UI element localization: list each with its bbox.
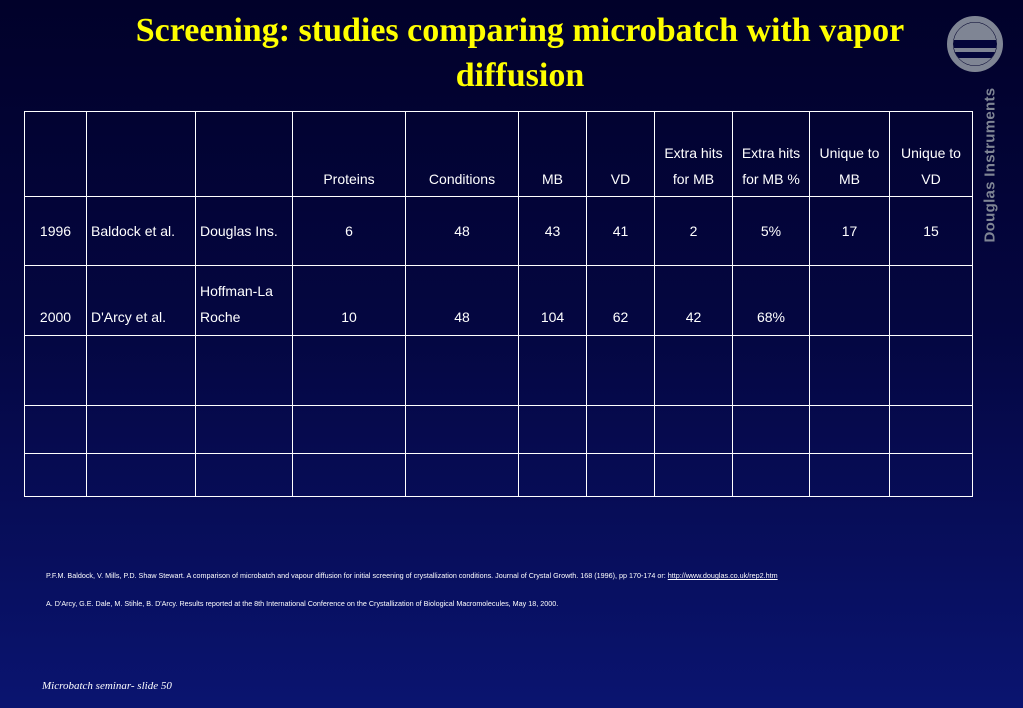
table-cell: 104 [518, 265, 587, 336]
reference-darcy: A. D'Arcy, G.E. Dale, M. Stihle, B. D'Ar… [46, 599, 976, 609]
table-cell [405, 405, 519, 454]
header-cell: Extra hits for MB [654, 111, 733, 197]
table-cell: 17 [809, 196, 890, 266]
table-cell [518, 335, 587, 406]
table-cell: 43 [518, 196, 587, 266]
table-cell [809, 265, 890, 336]
reference-text: A. D'Arcy, G.E. Dale, M. Stihle, B. D'Ar… [46, 599, 559, 608]
table-row [24, 405, 973, 454]
table-cell [24, 335, 87, 406]
slide-footer: Microbatch seminar- slide 50 [42, 680, 172, 692]
table-row [24, 335, 973, 406]
table-cell [889, 405, 973, 454]
table-cell [889, 453, 973, 497]
table-cell: 42 [654, 265, 733, 336]
header-cell: VD [586, 111, 655, 197]
reference-text: P.F.M. Baldock, V. Mills, P.D. Shaw Stew… [46, 571, 668, 580]
table-cell [889, 265, 973, 336]
header-cell [195, 111, 293, 197]
table-cell [732, 453, 810, 497]
reference-baldock: P.F.M. Baldock, V. Mills, P.D. Shaw Stew… [46, 571, 976, 581]
table-cell [654, 405, 733, 454]
header-cell: Unique to MB [809, 111, 890, 197]
table-cell [24, 453, 87, 497]
table-cell: 62 [586, 265, 655, 336]
table-cell [518, 453, 587, 497]
header-cell: Conditions [405, 111, 519, 197]
table-cell [24, 405, 87, 454]
table-cell [732, 405, 810, 454]
comparison-table: Proteins Conditions MB VD Extra hits for… [24, 111, 973, 497]
table-cell: 2000 [24, 265, 87, 336]
table-cell: 5% [732, 196, 810, 266]
table-cell: 1996 [24, 196, 87, 266]
table-cell: Baldock et al. [86, 196, 196, 266]
table-cell [586, 335, 655, 406]
table-cell [586, 453, 655, 497]
table-cell [195, 335, 293, 406]
table-row: 2000 D'Arcy et al. Hoffman-La Roche 10 4… [24, 265, 973, 336]
table-cell: 41 [586, 196, 655, 266]
table-cell [195, 405, 293, 454]
table-cell: 15 [889, 196, 973, 266]
table-cell: Hoffman-La Roche [195, 265, 293, 336]
header-cell: Extra hits for MB % [732, 111, 810, 197]
table-cell [86, 405, 196, 454]
table-cell: 2 [654, 196, 733, 266]
header-cell: Proteins [292, 111, 406, 197]
table-cell [518, 405, 587, 454]
table-cell: D'Arcy et al. [86, 265, 196, 336]
table-cell [292, 453, 406, 497]
table-cell [654, 453, 733, 497]
table-header-row: Proteins Conditions MB VD Extra hits for… [24, 111, 973, 197]
table-row [24, 453, 973, 497]
table-cell [292, 405, 406, 454]
reference-link[interactable]: http://www.douglas.co.uk/rep2.htm [667, 571, 778, 580]
slide-title: Screening: studies comparing microbatch … [135, 12, 905, 94]
table-cell [405, 453, 519, 497]
header-cell: Unique to VD [889, 111, 973, 197]
table-cell [292, 335, 406, 406]
table-cell: 48 [405, 265, 519, 336]
header-cell [86, 111, 196, 197]
table-cell [889, 335, 973, 406]
table-cell: 6 [292, 196, 406, 266]
table-cell: Douglas Ins. [195, 196, 293, 266]
table-row: 1996 Baldock et al. Douglas Ins. 6 48 43… [24, 196, 973, 266]
table-cell [732, 335, 810, 406]
table-cell [809, 335, 890, 406]
table-cell: 68% [732, 265, 810, 336]
table-cell [405, 335, 519, 406]
header-cell [24, 111, 87, 197]
table-cell [586, 405, 655, 454]
table-cell [86, 453, 196, 497]
table-cell [654, 335, 733, 406]
table-cell [86, 335, 196, 406]
table-cell [809, 405, 890, 454]
douglas-instruments-logo-icon [946, 15, 1004, 73]
header-cell: MB [518, 111, 587, 197]
table-cell: 10 [292, 265, 406, 336]
table-cell [195, 453, 293, 497]
brand-vertical-label: Douglas Instruments [981, 87, 999, 242]
table-cell: 48 [405, 196, 519, 266]
table-cell [809, 453, 890, 497]
